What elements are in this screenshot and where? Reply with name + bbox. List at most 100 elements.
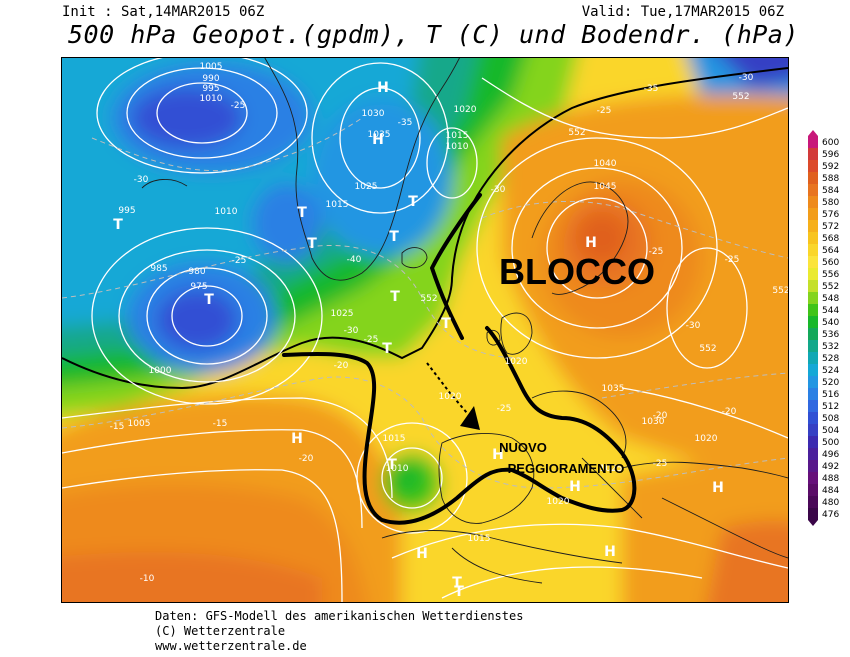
legend-swatch bbox=[808, 172, 818, 184]
high-pressure-center: H bbox=[416, 546, 428, 562]
legend-swatch bbox=[808, 424, 818, 436]
isobar-label: 1030 bbox=[642, 417, 665, 427]
legend-swatch bbox=[808, 280, 818, 292]
temperature-label: -30 bbox=[686, 321, 701, 331]
legend-value: 572 bbox=[822, 222, 839, 232]
temperature-label: -30 bbox=[491, 185, 506, 195]
legend-swatch bbox=[808, 472, 818, 484]
legend-value: 536 bbox=[822, 330, 839, 340]
coastlines bbox=[141, 58, 788, 584]
temperature-label: -20 bbox=[722, 407, 737, 417]
isobar-label: 1015 bbox=[468, 534, 491, 544]
legend-value: 496 bbox=[822, 450, 839, 460]
isobar-label: 1010 bbox=[215, 207, 238, 217]
low-pressure-center: T bbox=[408, 194, 418, 210]
isobar-label: 1015 bbox=[446, 131, 469, 141]
legend-value: 576 bbox=[822, 210, 839, 220]
temperature-label: -10 bbox=[140, 574, 155, 584]
legend-swatch bbox=[808, 208, 818, 220]
legend-value: 528 bbox=[822, 354, 839, 364]
temperature-label: -30 bbox=[134, 175, 149, 185]
low-pressure-center: T bbox=[452, 575, 462, 591]
legend-swatch bbox=[808, 436, 818, 448]
temperature-label: -25 bbox=[653, 459, 668, 469]
isobar-label: 1000 bbox=[149, 366, 172, 376]
isobar-label: 995 bbox=[118, 206, 135, 216]
legend-value: 564 bbox=[822, 246, 839, 256]
isobar-label: 980 bbox=[188, 267, 205, 277]
high-pressure-center: H bbox=[604, 544, 616, 560]
legend-value: 552 bbox=[822, 282, 839, 292]
low-pressure-center: T bbox=[382, 341, 392, 357]
temperature-label: -35 bbox=[398, 118, 413, 128]
geopotential-label: 552 bbox=[772, 286, 788, 296]
isobar-label: 990 bbox=[202, 74, 219, 84]
legend-value: 540 bbox=[822, 318, 839, 328]
isobar-label: 1005 bbox=[200, 62, 223, 72]
legend-value: 568 bbox=[822, 234, 839, 244]
init-time: Init : Sat,14MAR2015 06Z bbox=[62, 4, 265, 20]
temperature-label: -20 bbox=[653, 411, 668, 421]
geopotential-field bbox=[62, 58, 788, 602]
high-pressure-center: H bbox=[372, 132, 384, 148]
legend-value: 500 bbox=[822, 438, 839, 448]
legend-swatch bbox=[808, 196, 818, 208]
legend-value: 592 bbox=[822, 162, 839, 172]
legend-value: 520 bbox=[822, 378, 839, 388]
legend-swatch bbox=[808, 388, 818, 400]
isobar-label: 975 bbox=[190, 282, 207, 292]
legend-swatch bbox=[808, 376, 818, 388]
legend-value: 488 bbox=[822, 474, 839, 484]
peggioramento-arrow bbox=[426, 362, 480, 430]
isobar-label: 1025 bbox=[331, 309, 354, 319]
legend-swatch bbox=[808, 316, 818, 328]
isobar-label: 1020 bbox=[695, 434, 718, 444]
peggioramento-annotation: PEGGIORAMENTO bbox=[508, 461, 625, 476]
legend-swatch bbox=[808, 484, 818, 496]
legend-swatch bbox=[808, 460, 818, 472]
legend-value: 544 bbox=[822, 306, 839, 316]
isobar-label: 1045 bbox=[594, 182, 617, 192]
isobar-label: 1025 bbox=[355, 182, 378, 192]
isobar-label: 1025 bbox=[600, 464, 623, 474]
isobar-label: 1035 bbox=[368, 130, 391, 140]
temperature-label: -25 bbox=[232, 256, 247, 266]
temperature-label: -35 bbox=[644, 84, 659, 94]
legend-value: 548 bbox=[822, 294, 839, 304]
high-pressure-center: H bbox=[569, 479, 581, 495]
legend-swatch bbox=[808, 328, 818, 340]
low-pressure-center: T bbox=[297, 205, 307, 221]
temperature-label: -30 bbox=[344, 326, 359, 336]
legend-value: 516 bbox=[822, 390, 839, 400]
legend-value: 560 bbox=[822, 258, 839, 268]
legend-swatch bbox=[808, 496, 818, 508]
legend-swatch bbox=[808, 136, 818, 148]
legend-value: 532 bbox=[822, 342, 839, 352]
isobar-label: 1020 bbox=[505, 357, 528, 367]
block-outline bbox=[282, 193, 637, 525]
color-legend: 600 596 592 588 584 580 576 572 568 564 560 556 552 5… bbox=[808, 130, 848, 526]
legend-bottom-arrow bbox=[808, 520, 818, 526]
legend-value: 476 bbox=[822, 510, 839, 520]
low-pressure-center: T bbox=[441, 316, 451, 332]
isobar-label: 1005 bbox=[128, 419, 151, 429]
low-pressure-center: T bbox=[113, 217, 123, 233]
legend-swatch bbox=[808, 148, 818, 160]
isobar-label: 1010 bbox=[446, 142, 469, 152]
blocco-annotation: BLOCCO bbox=[499, 251, 655, 292]
legend-value: 588 bbox=[822, 174, 839, 184]
low-pressure-center: T bbox=[387, 457, 397, 473]
footer-line2: (C) Wetterzentrale bbox=[155, 624, 286, 638]
high-pressure-center: H bbox=[377, 80, 389, 96]
legend-swatch bbox=[808, 340, 818, 352]
geopotential-label: 552 bbox=[420, 294, 437, 304]
isobar-label: 1020 bbox=[547, 497, 570, 507]
temperature-label: -20 bbox=[334, 361, 349, 371]
legend-swatch bbox=[808, 508, 818, 520]
legend-value: 580 bbox=[822, 198, 839, 208]
low-pressure-center: T bbox=[389, 229, 399, 245]
legend-swatch bbox=[808, 268, 818, 280]
temperature-label: -15 bbox=[110, 422, 125, 432]
temperature-label: -25 bbox=[497, 404, 512, 414]
isobar-label: 995 bbox=[202, 84, 219, 94]
